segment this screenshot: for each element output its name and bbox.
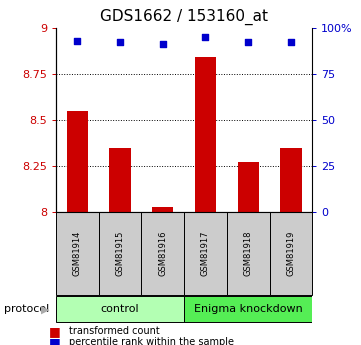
Point [203,34,208,40]
FancyBboxPatch shape [56,296,184,322]
FancyBboxPatch shape [184,212,227,295]
Bar [280,148,301,212]
Text: ▶: ▶ [41,304,49,314]
Point [117,40,123,45]
Text: transformed count: transformed count [69,326,159,336]
FancyBboxPatch shape [56,212,99,295]
FancyBboxPatch shape [142,212,184,295]
Point [245,40,251,45]
Text: protocol: protocol [4,304,49,314]
Bar [195,57,216,212]
FancyBboxPatch shape [227,212,270,295]
Bar [238,162,259,212]
Bar [109,148,131,212]
Point [74,38,80,43]
FancyBboxPatch shape [270,212,312,295]
FancyBboxPatch shape [184,296,312,322]
Bar [152,207,173,212]
Text: GSM81918: GSM81918 [244,231,253,276]
Bar [67,111,88,212]
Text: GSM81919: GSM81919 [286,231,295,276]
Title: GDS1662 / 153160_at: GDS1662 / 153160_at [100,9,268,25]
FancyBboxPatch shape [99,212,142,295]
Text: ■: ■ [49,325,65,338]
Text: ■: ■ [49,336,65,345]
Text: GSM81915: GSM81915 [116,231,125,276]
Point [160,41,166,47]
Text: GSM81914: GSM81914 [73,231,82,276]
Text: percentile rank within the sample: percentile rank within the sample [69,337,234,345]
Text: GSM81916: GSM81916 [158,231,167,276]
Text: GSM81917: GSM81917 [201,231,210,276]
Text: Enigma knockdown: Enigma knockdown [194,304,303,314]
Point [288,40,294,45]
Text: control: control [101,304,139,314]
